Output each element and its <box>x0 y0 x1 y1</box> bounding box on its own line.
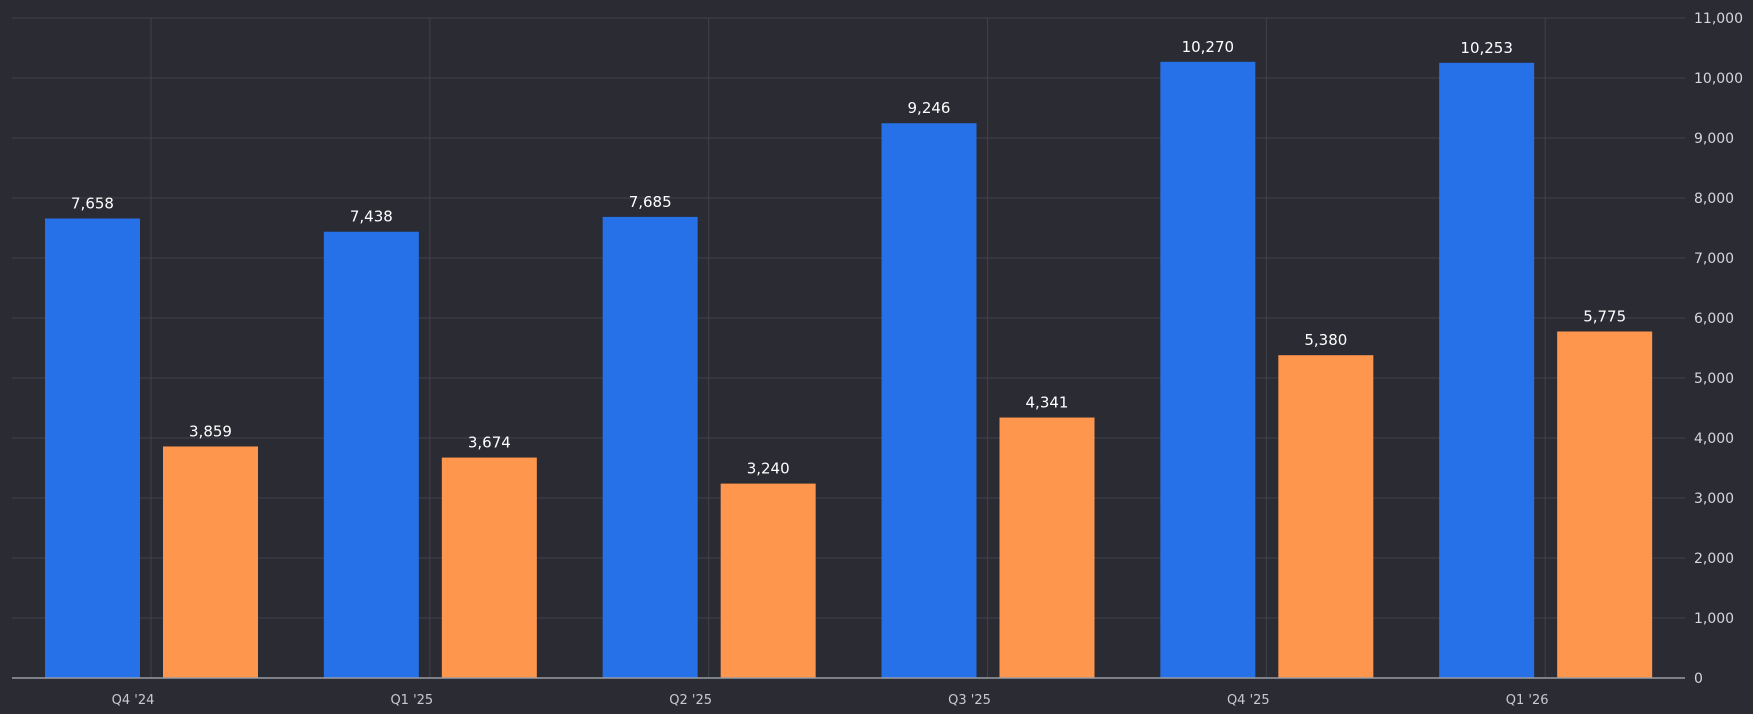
y-tick-label: 11,000 <box>1694 11 1743 27</box>
data-label: 10,253 <box>1460 39 1513 57</box>
blue-bar <box>1439 62 1535 678</box>
data-label: 3,859 <box>189 422 232 440</box>
blue-bar <box>45 218 140 678</box>
y-tick-label: 1,000 <box>1694 611 1734 627</box>
y-tick-label: 5,000 <box>1694 371 1734 387</box>
y-tick-label: 6,000 <box>1694 311 1734 327</box>
blue-bar <box>881 123 977 679</box>
blue-bar <box>602 216 698 678</box>
x-tick-label: Q2 '25 <box>669 693 712 708</box>
bars <box>45 61 1653 679</box>
y-tick-label: 9,000 <box>1694 131 1734 147</box>
grid <box>12 17 1685 678</box>
y-tick-label: 2,000 <box>1694 551 1734 567</box>
orange-bar <box>999 417 1095 678</box>
orange-bar <box>720 483 816 678</box>
blue-bar <box>323 231 419 678</box>
y-tick-label: 0 <box>1694 671 1703 687</box>
data-label: 9,246 <box>908 99 951 117</box>
y-tick-label: 4,000 <box>1694 431 1734 447</box>
axes: 0 1,000 2,000 3,000 4,000 5,000 6,000 7,000 8,00… <box>12 11 1743 708</box>
data-label: 10,270 <box>1182 38 1235 56</box>
x-tick-label: Q1 '25 <box>390 693 433 708</box>
data-label: 3,674 <box>468 434 511 452</box>
x-tick-label: Q3 '25 <box>948 693 991 708</box>
blue-bar <box>1160 61 1256 679</box>
data-labels: 7,658 7,438 7,685 9,246 10,270 10,253 3,859 3,6… <box>71 38 1626 478</box>
data-label: 5,380 <box>1304 331 1347 349</box>
data-label: 4,341 <box>1026 394 1069 412</box>
x-tick-label: Q1 '26 <box>1506 693 1549 708</box>
x-tick-label: Q4 '25 <box>1227 693 1270 708</box>
orange-bar <box>441 457 537 678</box>
orange-bar <box>1557 331 1653 678</box>
y-tick-label: 8,000 <box>1694 191 1734 207</box>
orange-bar <box>163 446 258 678</box>
orange-bar <box>1278 355 1374 678</box>
data-label: 7,685 <box>629 193 672 211</box>
data-label: 3,240 <box>747 460 790 478</box>
x-tick-label: Q4 '24 <box>112 693 155 708</box>
data-label: 7,438 <box>350 208 393 226</box>
data-label: 5,775 <box>1583 308 1626 326</box>
y-tick-label: 3,000 <box>1694 491 1734 507</box>
y-tick-label: 7,000 <box>1694 251 1734 267</box>
data-label: 7,658 <box>71 195 114 213</box>
y-tick-label: 10,000 <box>1694 71 1743 87</box>
